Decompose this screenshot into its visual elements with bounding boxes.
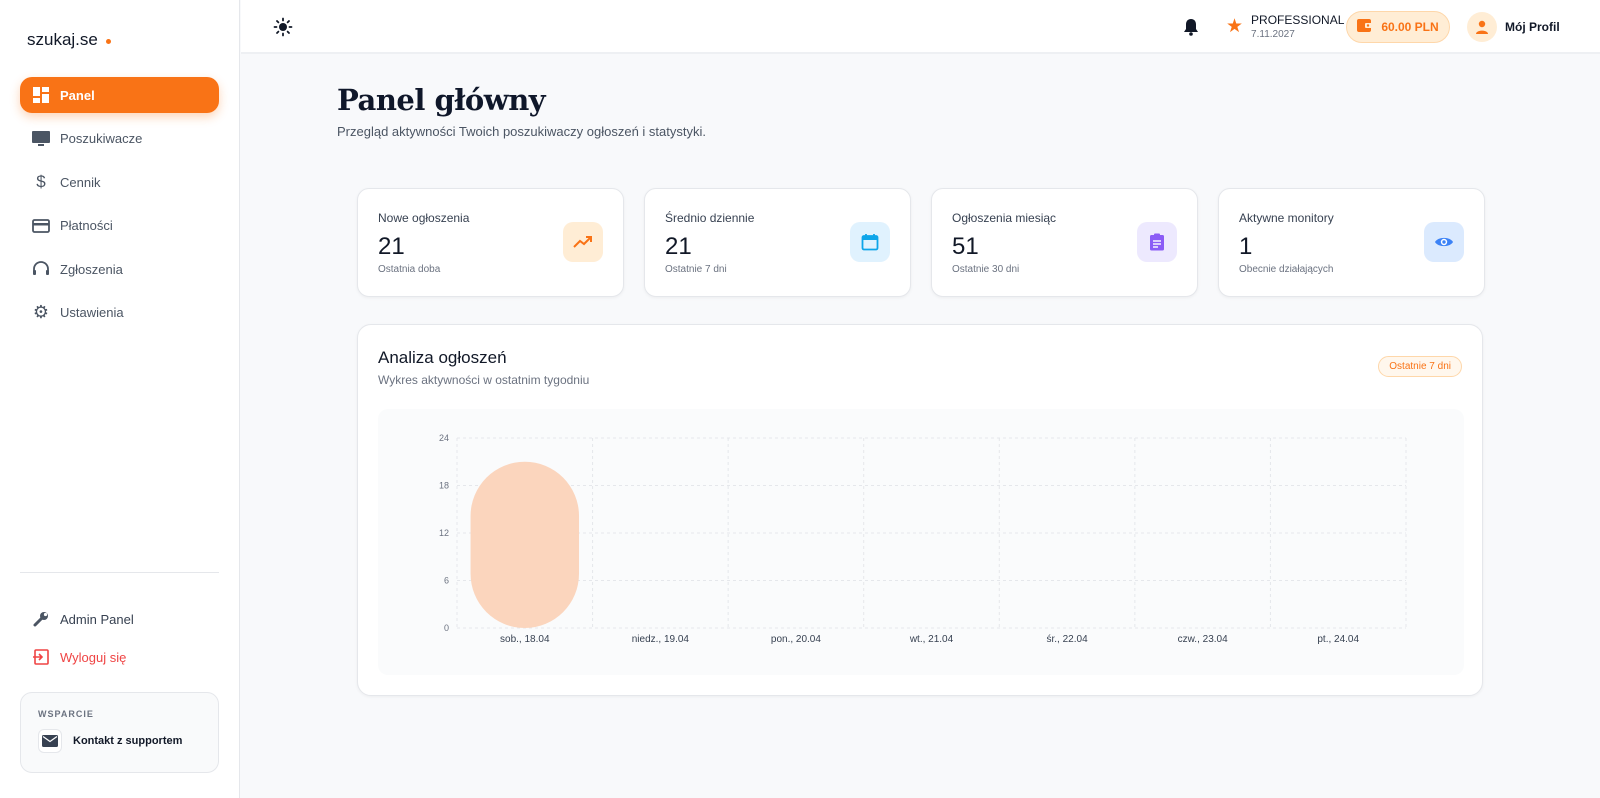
- stat-label: Aktywne monitory: [1239, 211, 1334, 225]
- wrench-icon: [32, 610, 50, 628]
- logout-label: Wyloguj się: [60, 649, 127, 665]
- stat-card-daily-average: Średnio dziennie 21 Ostatnie 7 dni: [644, 188, 911, 297]
- stat-card-monthly-listings: Ogłoszenia miesiąc 51 Ostatnie 30 dni: [931, 188, 1198, 297]
- analysis-panel: Analiza ogłoszeń Wykres aktywności w ost…: [357, 324, 1483, 696]
- sidebar-item-label: Ustawienia: [60, 305, 124, 320]
- bell-icon[interactable]: [1183, 18, 1199, 41]
- y-tick-label: 0: [444, 623, 449, 633]
- credit-card-icon: [32, 217, 50, 235]
- wallet-balance: 60.00 PLN: [1381, 20, 1439, 34]
- chart-bar: [470, 461, 580, 628]
- sidebar-bottom-nav: Admin Panel Wyloguj się: [20, 604, 219, 680]
- analysis-subtitle: Wykres aktywności w ostatnim tygodniu: [378, 373, 590, 387]
- support-box: WSPARCIE Kontakt z supportem: [20, 692, 219, 773]
- calendar-icon: [850, 222, 890, 262]
- brand-dot: [105, 38, 111, 44]
- contact-support-button[interactable]: Kontakt z supportem: [38, 729, 182, 753]
- y-tick-label: 18: [439, 481, 449, 491]
- sidebar-item-label: Poszukiwacze: [60, 131, 143, 146]
- x-tick-label: wt., 21.04: [909, 634, 954, 645]
- sidebar-item-label: Panel: [60, 87, 95, 103]
- brand-name: szukaj.se: [27, 30, 98, 49]
- brand-logo[interactable]: szukaj.se: [27, 30, 111, 50]
- logout-link[interactable]: Wyloguj się: [20, 642, 219, 672]
- x-tick-label: niedz., 19.04: [632, 634, 690, 645]
- x-tick-label: śr., 22.04: [1047, 634, 1089, 645]
- profile-label: Mój Profil: [1505, 20, 1560, 34]
- sidebar-item-poszukiwacze[interactable]: Poszukiwacze: [20, 121, 219, 157]
- wallet-balance-button[interactable]: 60.00 PLN: [1346, 11, 1450, 43]
- stat-label: Średnio dziennie: [665, 211, 755, 225]
- monitor-icon: [32, 130, 50, 148]
- user-icon: [1467, 12, 1497, 42]
- sidebar-item-ustawienia[interactable]: ⚙ Ustawienia: [20, 295, 219, 331]
- sidebar: szukaj.se Panel Poszukiwacze $ Cennik Pł…: [0, 0, 240, 798]
- sun-icon[interactable]: [273, 17, 293, 37]
- x-tick-label: sob., 18.04: [500, 634, 550, 645]
- page-subtitle: Przegląd aktywności Twoich poszukiwaczy …: [337, 124, 706, 139]
- mail-icon: [38, 729, 62, 753]
- stat-sublabel: Obecnie działających: [1239, 264, 1334, 275]
- stat-sublabel: Ostatnia doba: [378, 264, 441, 275]
- stat-sublabel: Ostatnie 7 dni: [665, 264, 727, 275]
- y-tick-label: 24: [439, 433, 449, 443]
- admin-panel-label: Admin Panel: [60, 611, 134, 627]
- admin-panel-link[interactable]: Admin Panel: [20, 604, 219, 634]
- x-tick-label: pt., 24.04: [1317, 634, 1359, 645]
- stat-value: 1: [1239, 233, 1253, 260]
- sidebar-divider: [20, 572, 219, 573]
- x-tick-label: pon., 20.04: [771, 634, 821, 645]
- plan-name: PROFESSIONAL: [1251, 13, 1345, 27]
- stat-value: 21: [378, 233, 405, 260]
- stat-label: Nowe ogłoszenia: [378, 211, 470, 225]
- period-badge[interactable]: Ostatnie 7 dni: [1378, 356, 1462, 377]
- eye-icon: [1424, 222, 1464, 262]
- x-tick-label: czw., 23.04: [1178, 634, 1228, 645]
- y-tick-label: 12: [439, 528, 449, 538]
- stat-card-new-listings: Nowe ogłoszenia 21 Ostatnia doba: [357, 188, 624, 297]
- topbar: ★ PROFESSIONAL 7.11.2027 60.00 PLN Mój P…: [241, 0, 1600, 54]
- contact-support-label: Kontakt z supportem: [73, 735, 183, 747]
- sidebar-item-cennik[interactable]: $ Cennik: [20, 164, 219, 200]
- sidebar-item-label: Płatności: [60, 218, 113, 233]
- plan-expiry-date: 7.11.2027: [1251, 29, 1295, 40]
- page-title: Panel główny: [337, 83, 546, 117]
- sidebar-item-panel[interactable]: Panel: [20, 77, 219, 113]
- star-icon: ★: [1226, 16, 1244, 37]
- trending-up-icon: [563, 222, 603, 262]
- stat-value: 51: [952, 233, 979, 260]
- sidebar-item-zgloszenia[interactable]: Zgłoszenia: [20, 251, 219, 287]
- sidebar-nav: Panel Poszukiwacze $ Cennik Płatności Zg…: [20, 77, 219, 338]
- activity-chart: 0 6 12 18 24 sob., 18.04 niedz., 19.04 pon., 20…: [378, 409, 1464, 675]
- sidebar-item-label: Zgłoszenia: [60, 261, 123, 277]
- y-tick-label: 6: [444, 576, 449, 586]
- wallet-icon: [1357, 18, 1374, 36]
- stat-value: 21: [665, 233, 692, 260]
- headset-icon: [32, 260, 50, 278]
- gear-icon: ⚙: [32, 302, 50, 322]
- stat-label: Ogłoszenia miesiąc: [952, 211, 1057, 225]
- clipboard-icon: [1137, 222, 1177, 262]
- plan-info[interactable]: ★ PROFESSIONAL 7.11.2027: [1226, 13, 1344, 40]
- chart-svg: 0 6 12 18 24 sob., 18.04 niedz., 19.04 pon., 20…: [439, 433, 1407, 645]
- stat-sublabel: Ostatnie 30 dni: [952, 264, 1020, 275]
- dashboard-icon: [32, 86, 50, 104]
- profile-menu[interactable]: Mój Profil: [1467, 12, 1560, 42]
- logout-icon: [32, 648, 50, 666]
- stat-card-active-monitors: Aktywne monitory 1 Obecnie działających: [1218, 188, 1485, 297]
- dollar-icon: $: [36, 172, 46, 191]
- sidebar-item-platnosci[interactable]: Płatności: [20, 208, 219, 244]
- support-title: WSPARCIE: [38, 709, 94, 719]
- sidebar-item-label: Cennik: [60, 174, 101, 190]
- analysis-title: Analiza ogłoszeń: [378, 348, 507, 367]
